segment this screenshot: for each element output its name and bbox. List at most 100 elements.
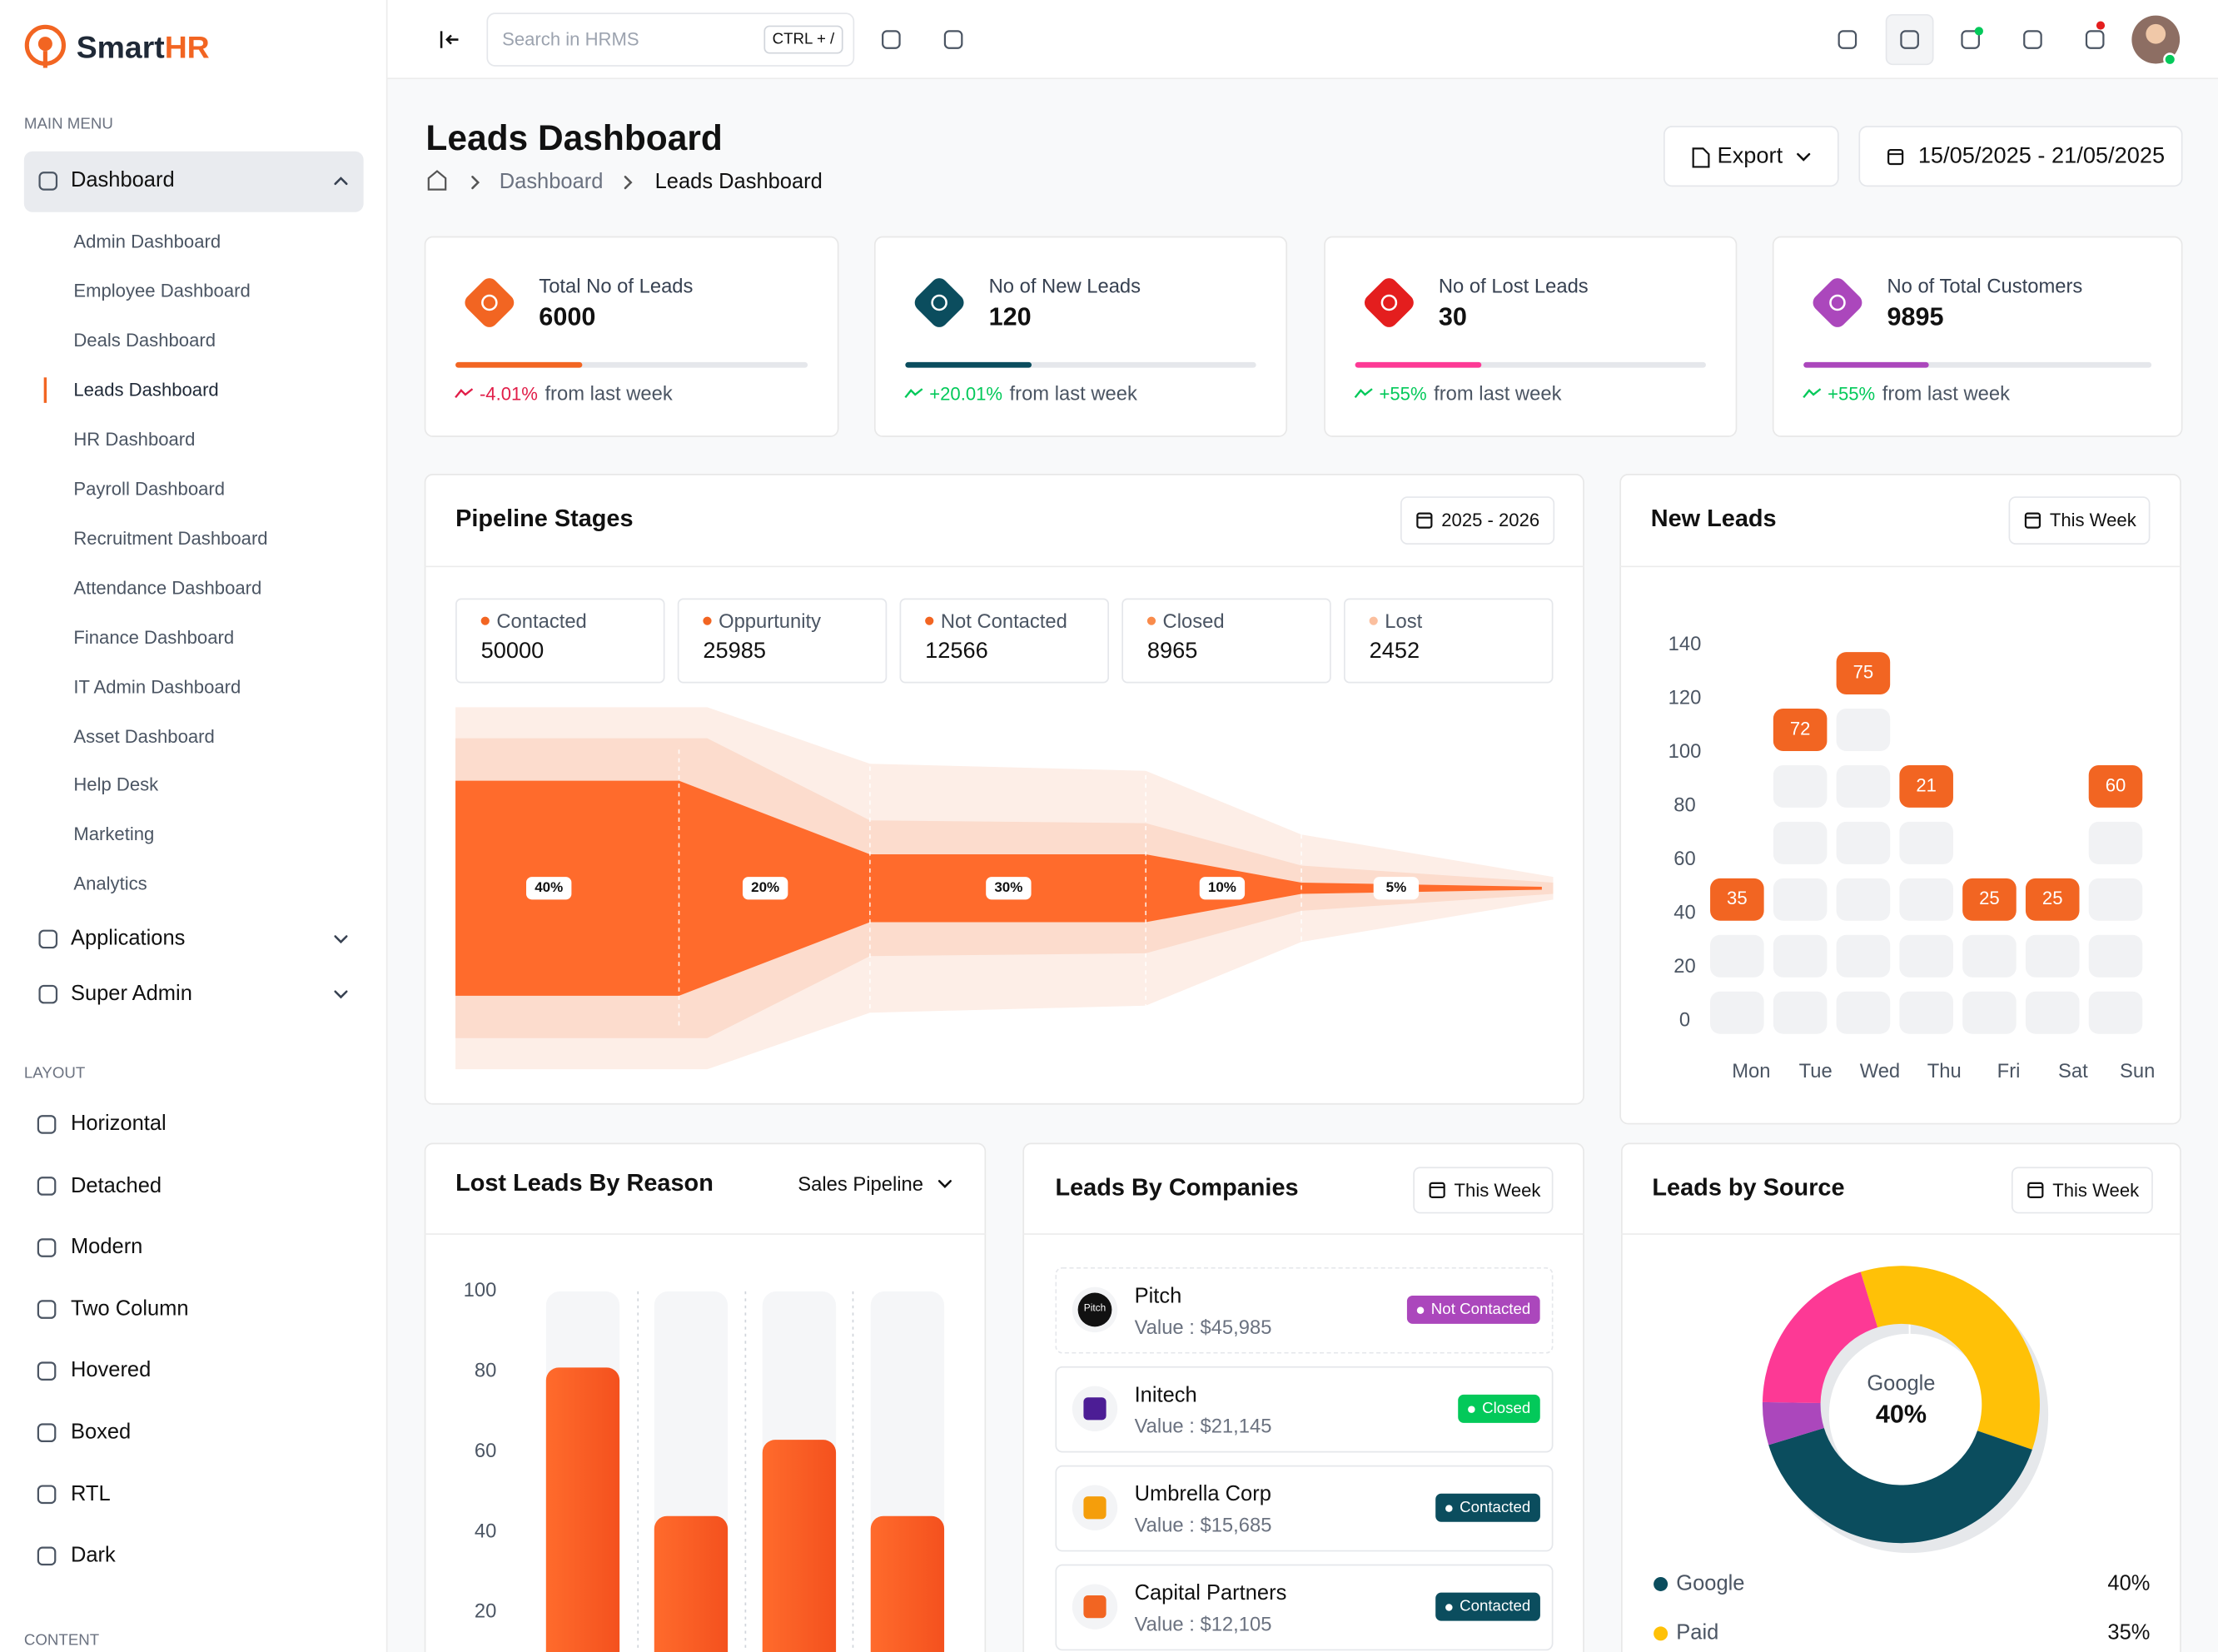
stage-dot [480, 616, 490, 625]
stat-label: Total No of Leads [539, 274, 694, 297]
period-button-label[interactable]: This Week [1454, 1178, 1541, 1201]
menu-item[interactable]: RTL [70, 1481, 111, 1506]
submenu-item[interactable]: Payroll Dashboard [73, 477, 226, 500]
submenu-item[interactable]: Marketing [73, 824, 155, 845]
stage-name: Not Contacted [940, 610, 1067, 633]
heat-cell [1773, 821, 1828, 864]
search-placeholder[interactable]: Search in HRMS [502, 27, 639, 50]
legend-label: Google [1676, 1571, 1745, 1596]
toolbar-icon [2023, 30, 2042, 49]
search-box[interactable] [486, 12, 855, 67]
submenu-item[interactable]: Finance Dashboard [73, 625, 235, 648]
progress-bar [1803, 361, 1929, 368]
menu-item[interactable]: Dark [70, 1543, 116, 1568]
period-button[interactable] [2011, 1167, 2153, 1214]
menu-item[interactable]: Applications [70, 926, 186, 951]
stage-value: 12566 [925, 639, 988, 664]
period-button-label[interactable]: 2025 - 2026 [1441, 509, 1540, 530]
page-title: Leads Dashboard [425, 118, 723, 159]
period-button[interactable] [1413, 1167, 1554, 1214]
date-range[interactable]: 15/05/2025 - 21/05/2025 [1917, 144, 2166, 169]
stage-value: 50000 [480, 639, 545, 664]
menu-item[interactable]: Dashboard [70, 168, 175, 193]
bar [870, 1515, 945, 1652]
submenu-item[interactable]: Asset Dashboard [73, 724, 215, 747]
menu-icon [37, 1361, 57, 1381]
stage-name: Contacted [496, 610, 587, 633]
toolbar-active[interactable] [1885, 13, 1934, 66]
y-tick-label: 140 [1668, 633, 1702, 655]
x-tick-label: Thu [1927, 1060, 1962, 1082]
heat-cell [1836, 709, 1891, 751]
company-name: Umbrella Corp [1134, 1482, 1271, 1507]
heat-value: 25 [1979, 888, 2000, 908]
heat-cell [1962, 934, 2017, 978]
submenu-item[interactable]: IT Admin Dashboard [73, 675, 241, 697]
submenu-item[interactable]: Employee Dashboard [73, 280, 251, 301]
heat-badge [1710, 878, 1764, 921]
menu-label: MAIN MENU [23, 116, 113, 133]
heat-value: 75 [1853, 661, 1874, 682]
submenu-item[interactable]: Attendance Dashboard [73, 576, 262, 598]
toolbar-icon [1900, 30, 1919, 49]
heat-cell [1899, 821, 1953, 864]
period-button[interactable] [1400, 496, 1555, 545]
menu-item[interactable]: Two Column [70, 1296, 189, 1321]
period-button-label[interactable]: This Week [2052, 1178, 2140, 1201]
legend-value: 40% [2107, 1571, 2151, 1596]
y-tick-label: 60 [1673, 848, 1695, 870]
legend-value: 35% [2107, 1620, 2151, 1645]
breadcrumb-item[interactable]: Dashboard [499, 169, 604, 194]
donut-segment [1762, 1271, 1878, 1404]
stat-change: +55% from last week [1380, 379, 1562, 409]
company-value: Value : $21,145 [1134, 1414, 1272, 1437]
stat-card [1324, 236, 1738, 437]
menu-item[interactable]: Modern [70, 1235, 143, 1260]
submenu-item[interactable]: Leads Dashboard [73, 378, 219, 401]
calendar-icon [1887, 148, 1904, 166]
y-tick-label: 20 [475, 1600, 496, 1623]
heat-cell [1710, 934, 1764, 978]
legend-label: Paid [1676, 1620, 1719, 1645]
filter-dropdown[interactable]: Sales Pipeline [798, 1172, 923, 1196]
submenu-item[interactable]: Deals Dashboard [73, 329, 216, 351]
y-tick-label: 20 [1673, 955, 1695, 978]
breadcrumb-item: Leads Dashboard [654, 169, 823, 194]
date-button[interactable] [1858, 126, 2183, 187]
submenu-item[interactable]: Analytics [73, 873, 147, 895]
menu-item[interactable]: Hovered [70, 1358, 152, 1383]
heat-cell [2025, 934, 2080, 978]
period-button-label[interactable]: This Week [2049, 509, 2136, 530]
toolbar-icon [1838, 30, 1857, 49]
company-logo [1083, 1397, 1107, 1421]
donut-segment [1860, 1266, 2040, 1450]
company-value: Value : $45,985 [1134, 1315, 1272, 1338]
menu-item[interactable]: Super Admin [70, 981, 192, 1006]
menu-item[interactable]: Horizontal [70, 1112, 167, 1136]
file-icon [1692, 147, 1710, 168]
submenu-item[interactable]: Recruitment Dashboard [73, 527, 268, 549]
card-title: Pipeline Stages [455, 505, 634, 532]
change-note: from last week [1434, 381, 1562, 405]
funnel-segment [1301, 882, 1542, 894]
submenu-item[interactable]: Help Desk [73, 774, 159, 796]
submenu-item[interactable]: Admin Dashboard [73, 230, 221, 252]
period-button[interactable] [2008, 496, 2151, 545]
menu-active[interactable] [23, 151, 364, 212]
stage-dot [703, 616, 712, 625]
company-row[interactable] [1055, 1564, 1554, 1651]
submenu-item[interactable]: HR Dashboard [73, 428, 196, 450]
status-dot [1416, 1306, 1425, 1314]
logo-icon [37, 37, 52, 52]
progress-bar [455, 361, 583, 368]
export-label[interactable]: Export [1717, 144, 1783, 169]
menu-item[interactable]: Boxed [70, 1420, 132, 1445]
bar [654, 1515, 729, 1652]
stat-change: +55% from last week [1828, 379, 2010, 409]
company-logo [1083, 1496, 1107, 1520]
x-tick-label: Wed [1860, 1060, 1900, 1082]
menu-item[interactable]: Detached [70, 1173, 162, 1198]
stat-icon [1364, 278, 1414, 327]
x-tick-label: Tue [1799, 1060, 1833, 1082]
